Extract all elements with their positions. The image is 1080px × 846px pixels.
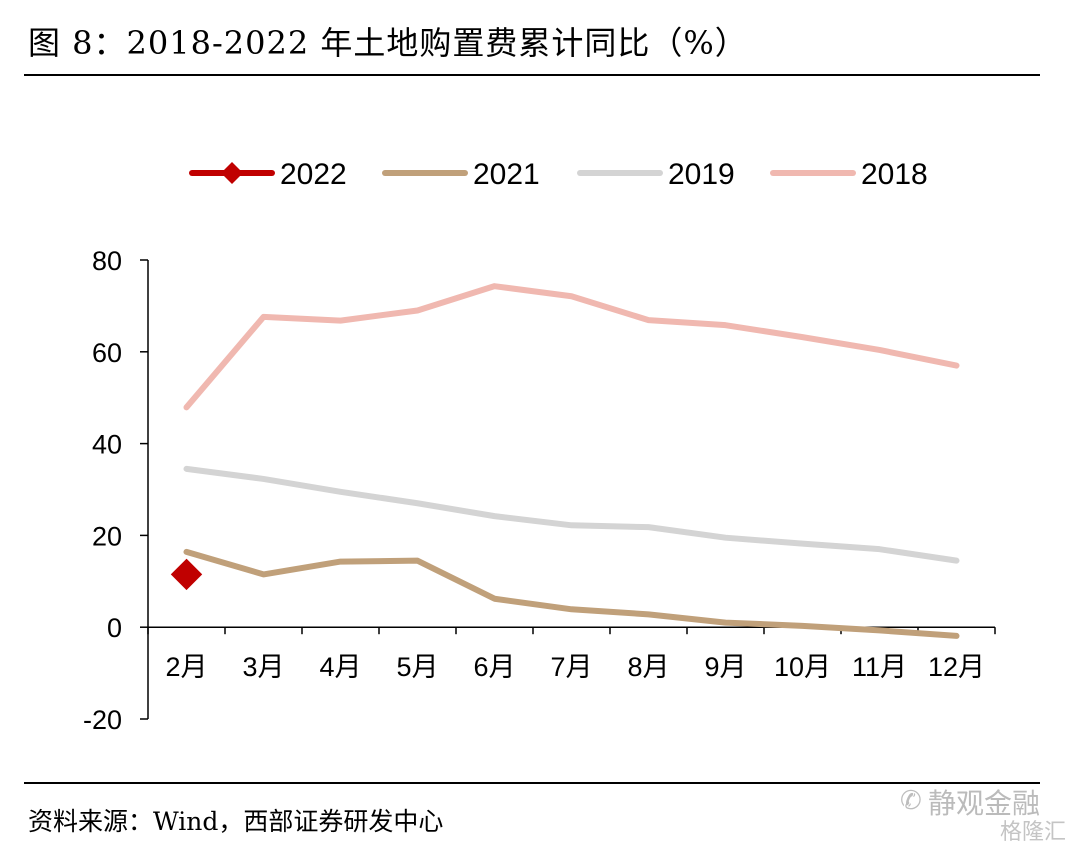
x-tick-label: 4月	[319, 652, 361, 682]
series-line-2021	[183, 548, 960, 639]
legend-label: 2021	[473, 158, 540, 191]
y-tick-label: -20	[83, 705, 122, 735]
watermark-primary: 静观金融	[927, 787, 1040, 820]
watermark-secondary: 格隆汇	[999, 820, 1066, 845]
x-tick-label: 11月	[852, 652, 907, 682]
legend-label: 2018	[861, 158, 928, 191]
series-line-2018	[183, 283, 960, 411]
wechat-icon: ✆	[900, 786, 922, 816]
legend-item-2019: 2019	[577, 158, 735, 191]
x-tick-label: 9月	[704, 652, 746, 682]
legend-label: 2022	[280, 158, 347, 191]
y-tick-label: 20	[92, 521, 122, 551]
data-point-2022	[170, 558, 203, 591]
figure-title: 图 8：2018-2022 年土地购置费累计同比（%）	[28, 24, 748, 62]
series-2022	[170, 558, 203, 591]
x-tick-label: 6月	[473, 652, 515, 682]
series-2018	[183, 283, 960, 411]
chart-axes: 80 60 40 20 0 -20 2月 3月 4月 5月 6月 7月 8月 9月 10月 11月 12月	[83, 246, 996, 735]
source-rule	[24, 782, 1040, 784]
x-tick-label: 12月	[928, 652, 985, 682]
legend-marker	[221, 162, 243, 184]
line-chart: 2022 2021 2019 2018 80 60 40 20 0 -20 2月 3月 4月 5月 6月 7…	[83, 158, 996, 735]
legend-item-2018: 2018	[770, 158, 928, 191]
y-tick-label: 60	[92, 338, 122, 368]
x-tick-label: 2月	[165, 652, 207, 682]
legend: 2022 2021 2019 2018	[189, 158, 928, 191]
y-tick-label: 40	[92, 430, 122, 460]
y-tick-label: 0	[107, 613, 122, 643]
x-tick-label: 3月	[242, 652, 284, 682]
x-tick-label: 5月	[396, 652, 438, 682]
legend-item-2021: 2021	[382, 158, 540, 191]
series-2019	[183, 465, 960, 564]
series-line-2019	[183, 465, 960, 564]
series-2021	[183, 548, 960, 639]
x-tick-label: 7月	[550, 652, 592, 682]
legend-item-2022: 2022	[189, 158, 347, 191]
source-note: 资料来源：Wind，西部证券研发中心	[28, 807, 444, 836]
x-tick-label: 10月	[774, 652, 831, 682]
legend-label: 2019	[668, 158, 735, 191]
x-tick-label: 8月	[627, 652, 669, 682]
y-tick-label: 80	[92, 246, 122, 276]
chart-series	[170, 283, 960, 639]
title-rule	[24, 74, 1040, 76]
